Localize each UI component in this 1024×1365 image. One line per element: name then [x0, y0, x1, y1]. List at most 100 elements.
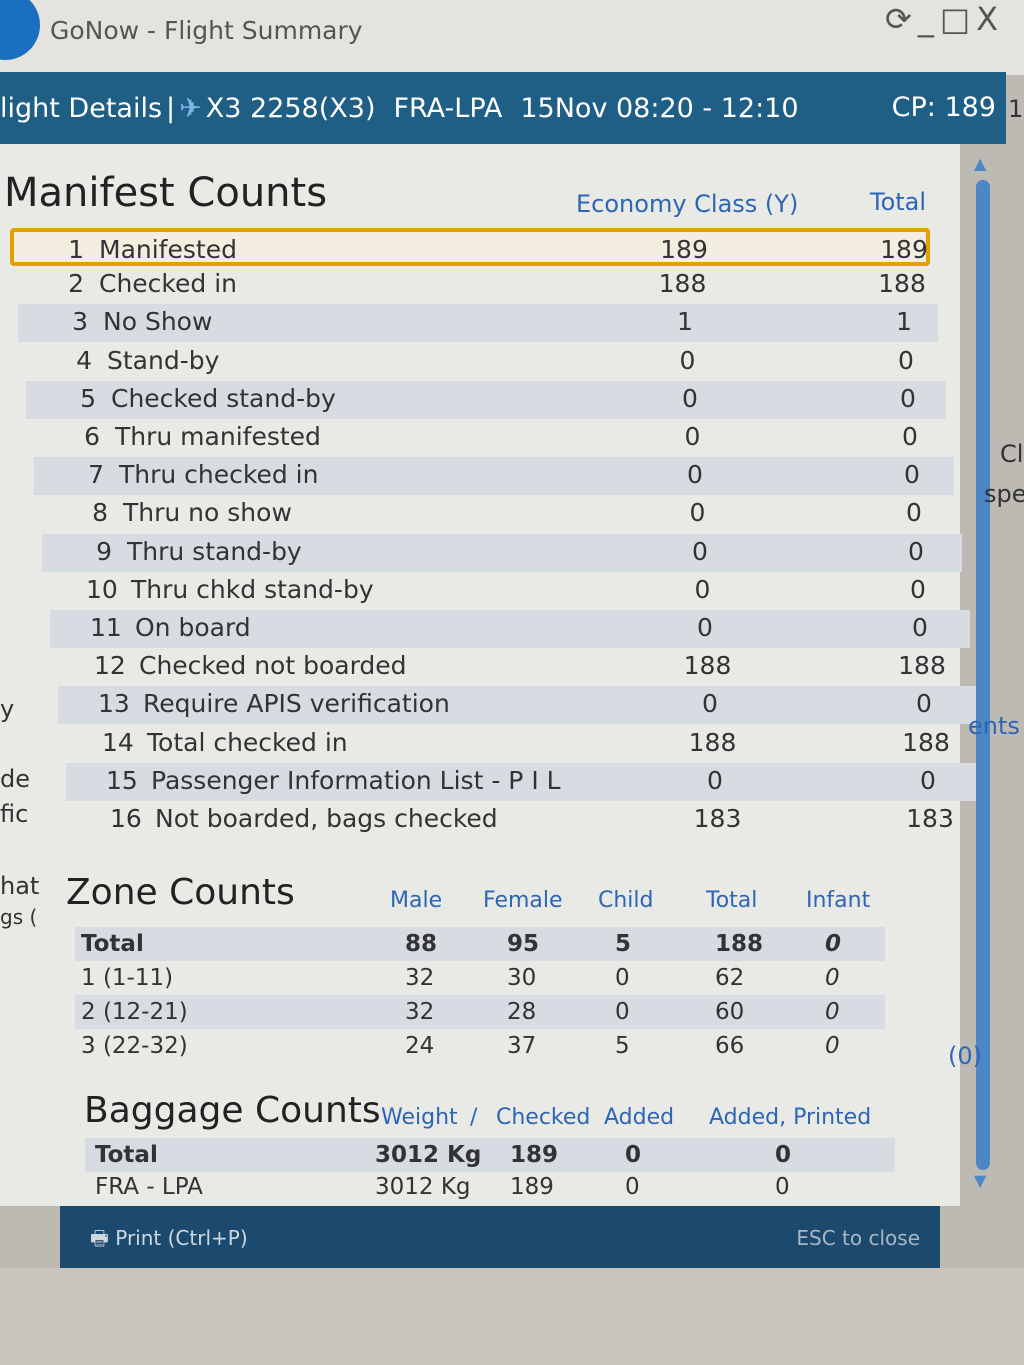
zone-label: 3 (22-32): [81, 1033, 188, 1059]
economy-value: 0: [694, 574, 711, 604]
total-value: 189: [880, 235, 928, 264]
baggage-label: FRA - LPA: [95, 1174, 203, 1200]
print-button[interactable]: 🖶 Print (Ctrl+P): [90, 1224, 248, 1258]
flight-header: light Details | ✈ X3 2258(X3) FRA-LPA 15…: [0, 72, 1006, 144]
manifest-row[interactable]: 13 Require APIS verification 0 0: [58, 686, 978, 725]
maximize-button[interactable]: □: [939, 0, 977, 38]
manifest-row[interactable]: 14 Total checked in 188 188: [62, 725, 982, 763]
monitor-bezel: [0, 1268, 1024, 1365]
manifest-row[interactable]: 4 Stand-by 0 0: [22, 343, 942, 381]
bg-fragment: y: [0, 695, 15, 723]
manifest-row[interactable]: 2 Checked in 188 188: [14, 266, 934, 304]
zone-row: 3 (22-32) 24 37 5 66 0: [75, 1029, 885, 1063]
total-value: 0: [900, 383, 916, 413]
col-added: Added: [604, 1105, 675, 1130]
total-value: 188: [878, 269, 926, 299]
zone-female: 28: [507, 999, 537, 1025]
refresh-icon[interactable]: ⟳: [885, 0, 918, 38]
row-number: 6: [84, 422, 100, 451]
bg-fragment: de: [0, 765, 30, 793]
zone-row: 2 (12-21) 32 28 0 60 0: [75, 995, 885, 1029]
row-label: Checked in: [99, 269, 238, 299]
zone-child: 5: [615, 1033, 630, 1059]
col-economy: Economy Class (Y): [576, 190, 799, 218]
manifest-row[interactable]: 1 Manifested 189 189: [10, 228, 930, 266]
window-title: GoNow - Flight Summary: [50, 16, 363, 45]
economy-value: 0: [689, 498, 706, 528]
manifest-title: Manifest Counts: [4, 170, 328, 216]
baggage-checked: 189: [510, 1142, 559, 1168]
row-label: Thru no show: [123, 498, 292, 528]
row-label: Require APIS verification: [143, 689, 450, 719]
row-number: 4: [76, 345, 92, 375]
manifest-row[interactable]: 3 No Show 1 1: [18, 304, 938, 343]
row-number: 5: [80, 383, 96, 413]
scroll-thumb[interactable]: [976, 180, 990, 1170]
zone-label: Total: [81, 931, 144, 957]
total-value: 0: [920, 765, 936, 795]
zone-child: 0: [615, 999, 630, 1025]
row-number: 2: [68, 269, 84, 299]
manifest-row[interactable]: 10 Thru chkd stand-by 0 0: [46, 572, 966, 610]
manifest-row[interactable]: 8 Thru no show 0 0: [38, 495, 958, 533]
baggage-label: Total: [95, 1142, 158, 1168]
baggage-added: 0: [625, 1174, 640, 1200]
manifest-row[interactable]: 7 Thru checked in 0 0: [34, 457, 954, 496]
baggage-checked: 189: [510, 1174, 554, 1200]
dialog-footer: 🖶 Print (Ctrl+P) ESC to close: [60, 1206, 940, 1268]
separator: |: [166, 92, 176, 124]
total-value: 188: [898, 651, 946, 681]
manifest-row[interactable]: 16 Not boarded, bags checked 183 183: [70, 801, 990, 839]
bg-fragment: 1: [1008, 95, 1024, 123]
zone-total: 60: [715, 999, 745, 1025]
row-label: No Show: [103, 307, 213, 337]
col-weight: Weight: [381, 1105, 458, 1130]
zone-infant: 0: [825, 965, 840, 991]
zone-female: 95: [507, 931, 540, 957]
total-value: 0: [902, 422, 918, 451]
col-checked: Checked: [496, 1105, 591, 1130]
col-added-printed: Added, Printed: [709, 1105, 872, 1130]
col-zone-total: Total: [706, 888, 758, 913]
economy-value: 0: [687, 460, 703, 490]
economy-value: 188: [688, 727, 737, 757]
total-value: 0: [910, 574, 926, 604]
economy-value: 0: [702, 689, 718, 719]
manifest-row[interactable]: 12 Checked not boarded 188 188: [54, 648, 974, 686]
row-number: 7: [88, 460, 104, 490]
total-value: 1: [896, 307, 912, 337]
baggage-weight: 3012 Kg: [375, 1174, 471, 1200]
zone-row: Total 88 95 5 188 0: [75, 927, 885, 961]
col-slash: /: [470, 1105, 478, 1130]
col-total: Total: [870, 188, 927, 216]
close-button[interactable]: X: [976, 0, 1004, 38]
manifest-row[interactable]: 6 Thru manifested 0 0: [30, 419, 950, 457]
scroll-up-icon[interactable]: ▲: [974, 154, 987, 173]
row-number: 15: [106, 765, 138, 795]
economy-value: 0: [684, 422, 701, 451]
bg-fragment: gs (: [0, 905, 38, 929]
zone-title: Zone Counts: [66, 872, 295, 913]
scroll-down-icon[interactable]: ▼: [974, 1171, 987, 1190]
manifest-row[interactable]: 9 Thru stand-by 0 0: [42, 533, 962, 572]
bg-fragment: spe: [984, 480, 1024, 508]
zone-female: 37: [507, 1033, 537, 1059]
baggage-weight: 3012 Kg: [375, 1142, 482, 1168]
total-value: 188: [902, 727, 950, 757]
zone-male: 24: [405, 1033, 435, 1059]
manifest-row[interactable]: 5 Checked stand-by 0 0: [26, 380, 946, 419]
row-number: 10: [86, 574, 118, 604]
row-number: 11: [90, 613, 122, 642]
economy-value: 0: [682, 383, 698, 413]
minimize-button[interactable]: _: [917, 0, 940, 38]
zone-child: 5: [615, 931, 632, 957]
zone-infant: 0: [825, 1033, 840, 1059]
zone-infant: 0: [825, 999, 840, 1025]
manifest-row[interactable]: 15 Passenger Information List - P I L 0 0: [66, 762, 986, 801]
vertical-scrollbar[interactable]: ▲ ▼: [972, 154, 992, 1190]
col-female: Female: [483, 888, 563, 913]
bg-fragment: ents: [968, 712, 1020, 740]
manifest-row[interactable]: 11 On board 0 0: [50, 610, 970, 648]
col-infant: Infant: [806, 888, 871, 913]
row-number: 9: [96, 536, 112, 566]
